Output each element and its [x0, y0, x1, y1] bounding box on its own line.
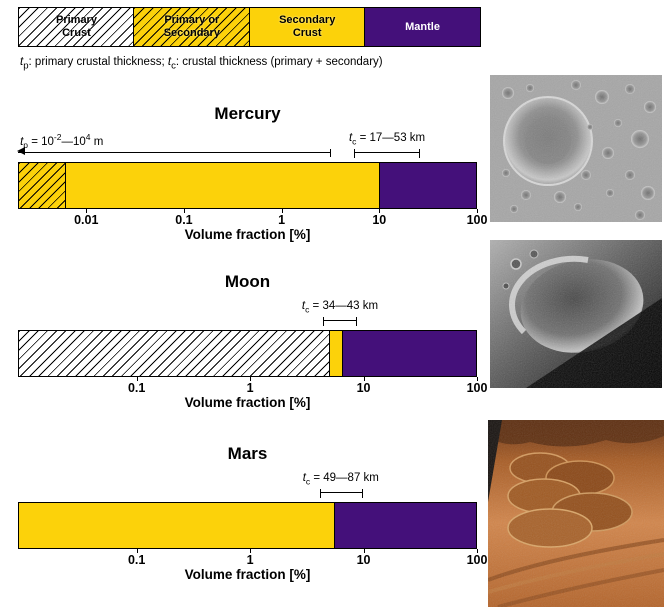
x-tick-mark: [250, 377, 252, 381]
x-tick-mark: [477, 209, 478, 213]
x-tick-label: 10: [356, 381, 371, 395]
x-tick-label: 100: [466, 553, 488, 567]
x-tick-mark: [363, 549, 365, 553]
bar-track: [18, 502, 477, 549]
x-tick-mark: [183, 209, 185, 213]
bar-segment-secondary-crust: [19, 503, 334, 548]
x-tick-label: 10: [372, 213, 387, 227]
bar-track: [18, 330, 477, 377]
x-tick-mark: [477, 549, 478, 553]
legend-item-label: Primary or Secondary: [163, 14, 220, 39]
bar-segment-secondary-crust: [329, 331, 342, 376]
x-axis-label: Volume fraction [%]: [184, 227, 311, 242]
legend-item-label: Mantle: [405, 20, 440, 33]
bar-segment-mantle: [378, 163, 476, 208]
x-tick-label: 0.01: [74, 213, 99, 227]
annotation-tc-label: tc = 49—87 km: [302, 472, 379, 487]
legend-item-3: Mantle: [364, 7, 482, 47]
annotation-tc-range: [319, 488, 363, 498]
annotation-tp-range: [17, 147, 331, 157]
moon-photo-svg: [490, 240, 662, 388]
chart-title: Moon: [224, 272, 271, 291]
moon-photo: [490, 240, 662, 388]
legend-item-0: Primary Crust: [18, 7, 135, 47]
chart-panel-moon: Moon tc = 34—43 km 0.1 1 10 100 Volume frac…: [18, 268, 487, 418]
caption: tp: primary crustal thickness; tc: crust…: [20, 56, 383, 72]
legend-item-2: Secondary Crust: [248, 7, 366, 47]
x-axis-label: Volume fraction [%]: [184, 567, 311, 582]
x-tick-label: 100: [466, 213, 488, 227]
annotation-tc-label: tc = 34—43 km: [301, 300, 379, 315]
bar-segment-primary-or-secondary-crust: [19, 163, 66, 208]
annotation-tp-label: tp = 10-2—104 m: [20, 132, 104, 151]
x-tick-label: 0.1: [127, 381, 146, 395]
bar-segment-mantle: [341, 331, 476, 376]
chart-title: Mercury: [214, 104, 281, 123]
legend-item-1: Primary or Secondary: [133, 7, 251, 47]
x-tick-mark: [477, 377, 478, 381]
legend-item-label: Secondary Crust: [279, 14, 336, 39]
x-tick-mark: [136, 377, 138, 381]
x-tick-label: 0.1: [127, 553, 146, 567]
x-axis-tick-row: 0.01 0.1 1 10 100: [18, 209, 487, 229]
mars-photo: [488, 420, 664, 607]
chart-title: Mars: [227, 444, 268, 463]
x-tick-label: 10: [356, 553, 371, 567]
x-tick-mark: [250, 549, 252, 553]
mercury-photo-svg: [490, 75, 662, 222]
annotation-tc-range: [353, 148, 420, 158]
x-tick-label: 1: [246, 553, 254, 567]
x-axis-label: Volume fraction [%]: [184, 395, 311, 410]
legend: Primary Crust Primary or Secondary Secondary…: [18, 7, 482, 47]
x-axis-tick-row: 0.1 1 10 100: [18, 549, 487, 569]
legend-item-label: Primary Crust: [55, 14, 97, 39]
x-tick-label: 100: [466, 381, 488, 395]
bar-track: [18, 162, 477, 209]
mars-photo-svg: [488, 420, 664, 607]
x-tick-label: 0.1: [175, 213, 193, 227]
x-tick-mark: [281, 209, 283, 213]
x-tick-label: 1: [246, 381, 254, 395]
x-axis-tick-row: 0.1 1 10 100: [18, 377, 487, 397]
annotation-layer: tc = 34—43 km: [18, 298, 477, 330]
x-tick-label: 1: [278, 213, 286, 227]
x-tick-mark: [379, 209, 381, 213]
bar-segment-primary-crust: [19, 331, 330, 376]
annotation-layer: tc = 49—87 km: [18, 470, 477, 502]
chart-panel-mercury: Mercury tp = 10-2—104 m tc = 17—53 km 0.0…: [17, 100, 487, 250]
annotation-tc-label: tc = 17—53 km: [348, 132, 426, 147]
mercury-photo: [490, 75, 662, 222]
x-tick-mark: [136, 549, 138, 553]
annotation-tc-range: [323, 316, 357, 326]
chart-panel-mars: Mars tc = 49—87 km 0.1 1 10 100 Volume frac…: [18, 440, 487, 590]
bar-segment-mantle: [333, 503, 476, 548]
x-tick-mark: [363, 377, 365, 381]
bar-segment-secondary-crust: [65, 163, 379, 208]
annotation-layer: tp = 10-2—104 m tc = 17—53 km: [17, 130, 477, 162]
x-tick-mark: [86, 209, 88, 213]
